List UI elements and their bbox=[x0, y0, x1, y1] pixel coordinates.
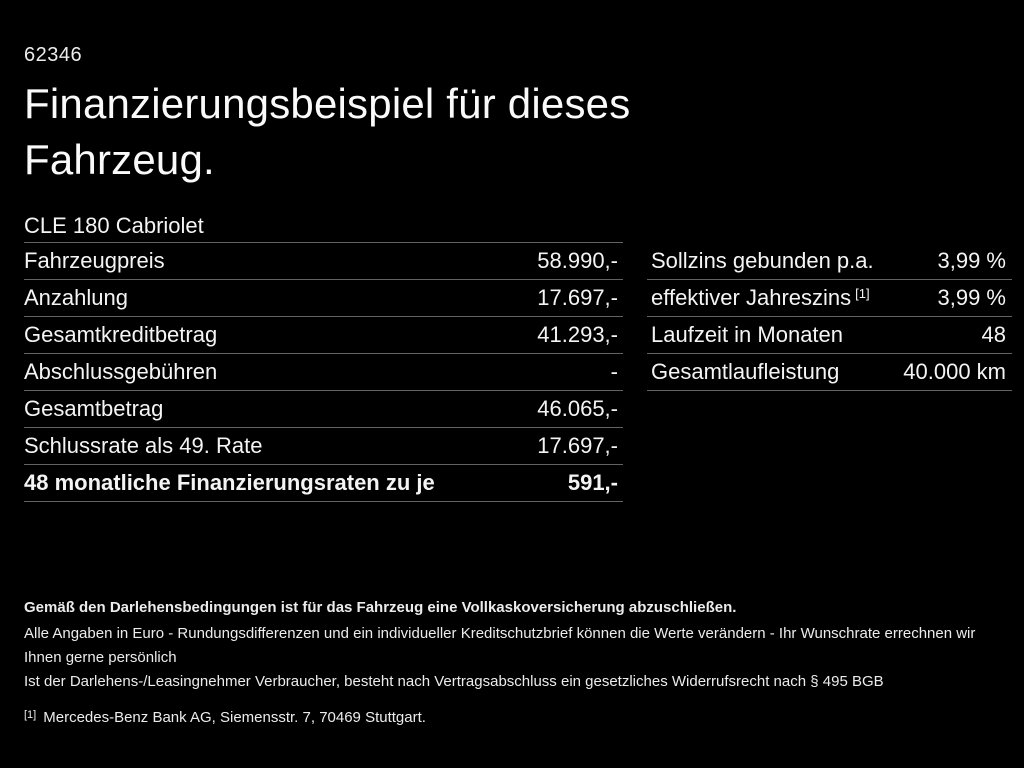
row-label: Gesamtkreditbetrag bbox=[24, 322, 218, 347]
table-row: effektiver Jahreszins [1] 3,99 % bbox=[647, 280, 1012, 317]
vehicle-model-row: CLE 180 Cabriolet bbox=[24, 209, 623, 243]
row-label-text: effektiver Jahreszins bbox=[651, 285, 852, 310]
withdrawal-right-note: Ist der Darlehens-/Leasingnehmer Verbrau… bbox=[24, 673, 884, 690]
row-label: Laufzeit in Monaten bbox=[651, 322, 844, 347]
table-row: Gesamtlaufleistung 40.000 km bbox=[647, 354, 1012, 391]
row-label: Schlussrate als 49. Rate bbox=[24, 433, 263, 458]
footnote-marker: [1] bbox=[24, 709, 37, 721]
row-value: 58.990,- bbox=[537, 248, 618, 273]
row-label: Gesamtbetrag bbox=[24, 396, 164, 421]
row-label: Abschlussgebühren bbox=[24, 359, 218, 384]
document-number: 62346 bbox=[24, 44, 83, 66]
table-row: Sollzins gebunden p.a. 3,99 % bbox=[647, 243, 1012, 280]
row-value: 48 bbox=[981, 322, 1006, 347]
row-label: Anzahlung bbox=[24, 285, 128, 310]
row-label: Sollzins gebunden p.a. bbox=[651, 248, 874, 273]
table-row: Abschlussgebühren - bbox=[24, 354, 623, 391]
table-row: Anzahlung 17.697,- bbox=[24, 280, 623, 317]
row-value: 17.697,- bbox=[537, 285, 618, 310]
row-value: 3,99 % bbox=[937, 248, 1007, 273]
table-row: Gesamtbetrag 46.065,- bbox=[24, 391, 623, 428]
table-row-monthly-rate: 48 monatliche Finanzierungsraten zu je 5… bbox=[24, 465, 623, 502]
table-row: Schlussrate als 49. Rate 17.697,- bbox=[24, 428, 623, 465]
footnote-text: Mercedes-Benz Bank AG, Siemensstr. 7, 70… bbox=[43, 709, 426, 726]
footnote-reference: [1] bbox=[855, 286, 870, 301]
row-label: effektiver Jahreszins [1] bbox=[647, 285, 870, 311]
row-label: Fahrzeugpreis bbox=[24, 248, 165, 273]
euro-disclaimer-note: Alle Angaben in Euro - Rundungsdifferenz… bbox=[24, 625, 976, 666]
row-value: 17.697,- bbox=[537, 433, 618, 458]
row-value: - bbox=[610, 359, 618, 384]
row-value: 46.065,- bbox=[537, 396, 618, 421]
page-title: Finanzierungsbeispiel für dieses Fahrzeu… bbox=[24, 80, 631, 183]
row-value: 41.293,- bbox=[537, 322, 618, 347]
row-value: 591,- bbox=[567, 470, 618, 495]
row-value: 3,99 % bbox=[937, 285, 1007, 310]
bank-footnote: [1] Mercedes-Benz Bank AG, Siemensstr. 7,… bbox=[24, 703, 1009, 730]
vehicle-model: CLE 180 Cabriolet bbox=[24, 212, 204, 238]
row-label: Gesamtlaufleistung bbox=[651, 359, 840, 384]
row-value: 40.000 km bbox=[903, 359, 1006, 384]
table-row: Fahrzeugpreis 58.990,- bbox=[24, 243, 623, 280]
finance-table: CLE 180 Cabriolet Fahrzeugpreis 58.990,-… bbox=[24, 209, 623, 502]
table-row: Laufzeit in Monaten 48 bbox=[647, 317, 1012, 354]
footer-notes: Gemäß den Darlehensbedingungen ist für d… bbox=[24, 596, 1009, 730]
insurance-note: Gemäß den Darlehensbedingungen ist für d… bbox=[24, 599, 737, 616]
row-label: 48 monatliche Finanzierungsraten zu je bbox=[24, 470, 435, 495]
terms-table: Sollzins gebunden p.a. 3,99 % effektiver… bbox=[647, 243, 1012, 391]
table-row: Gesamtkreditbetrag 41.293,- bbox=[24, 317, 623, 354]
